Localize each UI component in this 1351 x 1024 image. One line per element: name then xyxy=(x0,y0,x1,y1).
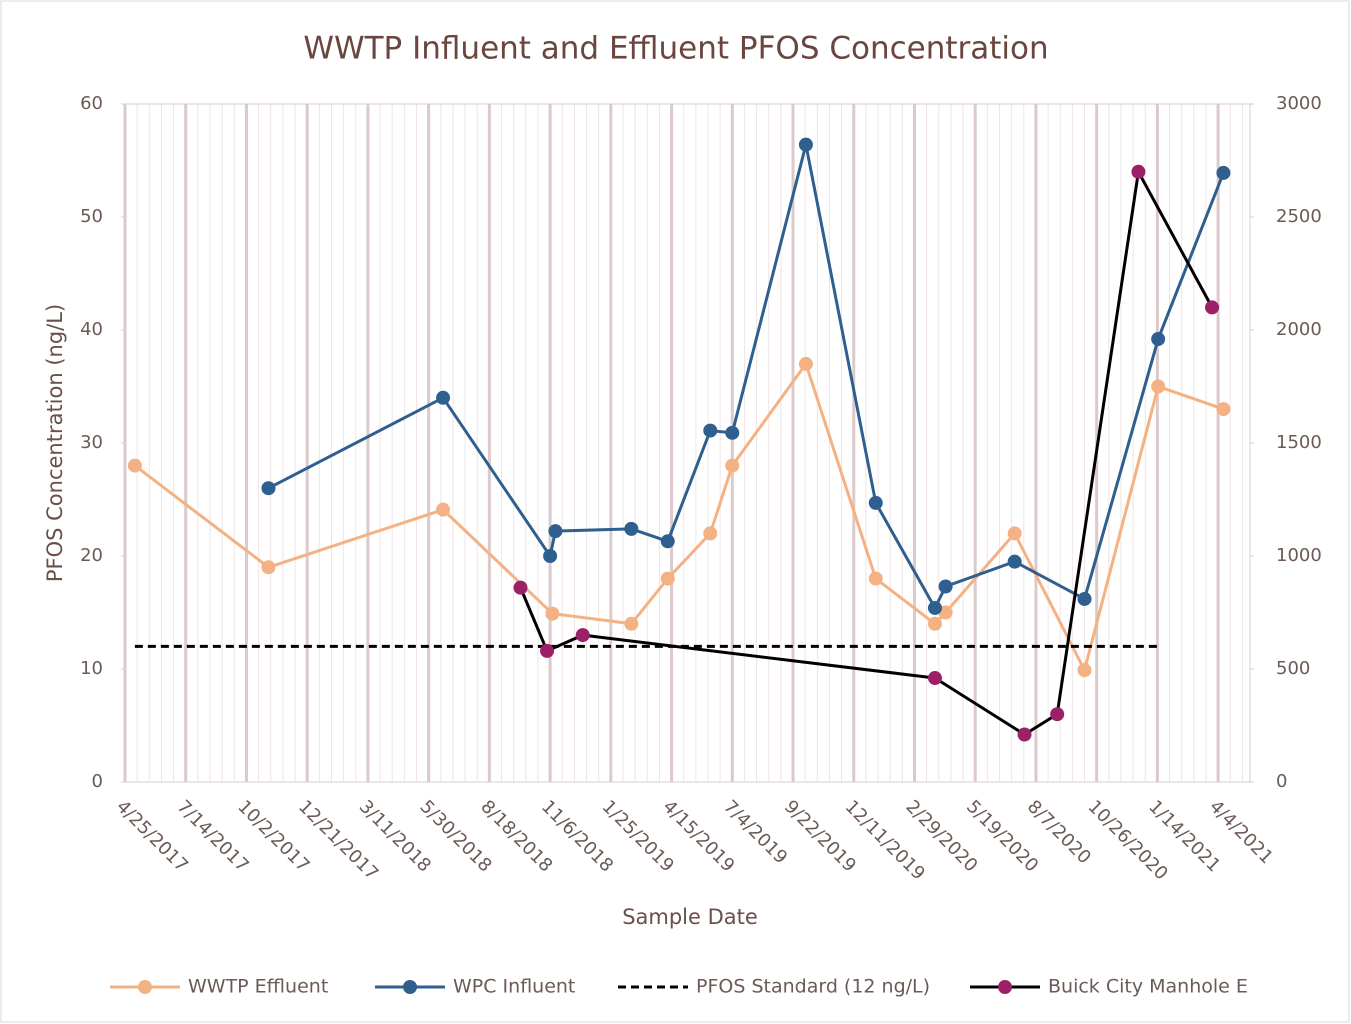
legend-label: WWTP Effluent xyxy=(188,976,328,998)
data-point xyxy=(660,534,675,549)
legend-marker xyxy=(998,980,1012,994)
data-point xyxy=(261,560,276,575)
data-point xyxy=(261,481,276,496)
series-line xyxy=(267,144,1225,612)
data-point xyxy=(938,605,953,620)
y-tick-label: 0 xyxy=(92,771,103,792)
data-point xyxy=(798,137,813,152)
data-point xyxy=(624,521,639,536)
y2-tick-label: 2500 xyxy=(1276,206,1322,227)
y2-tick-label: 1500 xyxy=(1276,432,1322,453)
data-point xyxy=(1007,526,1022,541)
y2-tick-label: 1000 xyxy=(1276,545,1322,566)
data-point xyxy=(1077,663,1092,678)
data-point xyxy=(725,425,740,440)
legend-label: PFOS Standard (12 ng/L) xyxy=(696,976,930,998)
data-point xyxy=(543,549,558,563)
data-point xyxy=(1216,165,1231,180)
data-point xyxy=(1205,300,1220,315)
data-point xyxy=(1216,402,1231,417)
legend-marker xyxy=(138,980,152,994)
y-axis-label: PFOS Concentration (ng/L) xyxy=(43,304,67,582)
data-point xyxy=(545,606,560,621)
data-point xyxy=(927,600,942,615)
y-tick-label: 50 xyxy=(80,206,103,227)
data-point xyxy=(1007,554,1022,569)
data-point xyxy=(927,671,942,686)
data-point xyxy=(575,628,590,643)
data-point xyxy=(513,580,528,595)
series-line xyxy=(133,360,1224,675)
legend-label: Buick City Manhole E xyxy=(1048,976,1248,998)
data-point xyxy=(1017,727,1032,742)
data-point xyxy=(127,458,142,473)
y-tick-label: 20 xyxy=(80,545,103,566)
data-point xyxy=(703,526,718,541)
legend-label: WPC Influent xyxy=(453,976,575,998)
data-point xyxy=(436,390,451,405)
data-point xyxy=(703,423,718,438)
data-point xyxy=(436,502,451,517)
y-tick-label: 60 xyxy=(80,93,103,114)
data-point xyxy=(1077,591,1092,606)
y2-tick-label: 3000 xyxy=(1276,93,1322,114)
data-point xyxy=(938,579,953,594)
data-point xyxy=(868,495,883,510)
y2-tick-label: 2000 xyxy=(1276,319,1322,340)
x-axis-label: Sample Date xyxy=(622,905,758,929)
data-point xyxy=(868,571,883,586)
data-point xyxy=(548,524,563,539)
data-point xyxy=(1131,164,1146,179)
chart-title: WWTP Influent and Effluent PFOS Concentr… xyxy=(303,31,1048,67)
data-point xyxy=(624,616,639,631)
data-point xyxy=(1151,379,1166,394)
y2-tick-label: 0 xyxy=(1276,771,1287,792)
y2-tick-label: 500 xyxy=(1276,658,1310,679)
y-tick-label: 30 xyxy=(80,432,103,453)
data-point xyxy=(927,616,942,631)
legend-marker xyxy=(403,980,417,994)
y-tick-label: 40 xyxy=(80,319,103,340)
data-point xyxy=(725,458,740,473)
data-point xyxy=(660,571,675,586)
data-point xyxy=(1050,707,1065,722)
data-point xyxy=(798,356,813,371)
data-point xyxy=(540,643,555,658)
data-point xyxy=(1151,332,1166,347)
y-tick-label: 10 xyxy=(80,658,103,679)
